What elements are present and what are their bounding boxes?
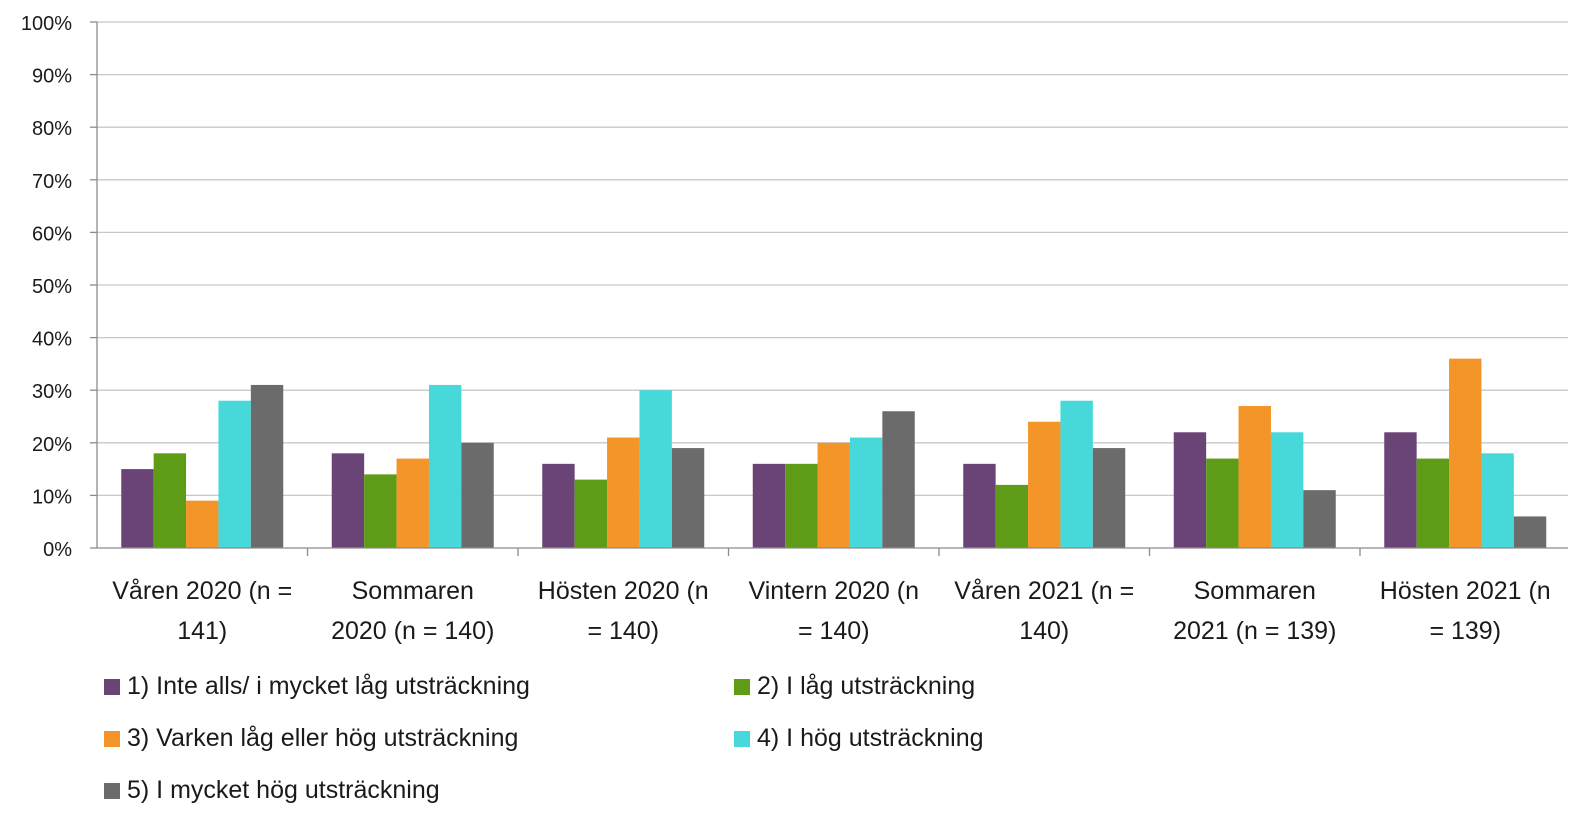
x-tick-label: = 140) <box>587 617 659 645</box>
y-tick-label: 100% <box>21 13 72 35</box>
bar-2-4 <box>785 463 818 548</box>
bar-4-3 <box>639 390 672 548</box>
bar-2-5 <box>995 484 1029 548</box>
x-tick-label: 2020 (n = 140) <box>331 617 494 645</box>
x-tick-label: Hösten 2021 (n <box>1380 577 1551 605</box>
x-tick-label: Hösten 2020 (n <box>538 577 709 605</box>
bar-5-7 <box>1513 516 1547 548</box>
x-tick-label: 2021 (n = 139) <box>1173 617 1336 645</box>
x-tick-label: 140) <box>1019 617 1069 645</box>
bar-3-3 <box>607 437 640 548</box>
bar-2-1 <box>153 453 187 548</box>
x-tick-label: Våren 2020 (n = <box>112 577 292 605</box>
y-tick-label: 70% <box>32 171 72 193</box>
y-tick-label: 0% <box>43 539 72 561</box>
bar-3-1 <box>186 500 219 548</box>
bar-4-2 <box>428 384 462 548</box>
bar-5-5 <box>1092 448 1126 548</box>
bar-1-2 <box>331 453 365 548</box>
y-tick-label: 20% <box>32 434 72 456</box>
x-tick-label: 141) <box>177 617 227 645</box>
bar-5-6 <box>1303 490 1336 548</box>
legend-swatch <box>104 782 120 799</box>
legend-label: 1) Inte alls/ i mycket låg utsträckning <box>127 672 530 700</box>
y-tick-label: 40% <box>32 329 72 351</box>
bar-5-1 <box>250 384 284 548</box>
legend-swatch <box>104 730 120 747</box>
legend-swatch <box>734 730 750 747</box>
bar-3-6 <box>1238 405 1271 548</box>
bar-1-3 <box>542 463 575 548</box>
y-tick-label: 80% <box>32 118 72 140</box>
axes <box>90 21 1568 556</box>
bar-3-7 <box>1449 358 1482 548</box>
bar-2-7 <box>1416 458 1450 548</box>
x-tick-label: = 139) <box>1429 617 1501 645</box>
bar-4-5 <box>1060 400 1093 548</box>
bar-5-3 <box>671 448 705 548</box>
bar-4-6 <box>1270 432 1304 548</box>
bar-3-4 <box>817 442 850 548</box>
bar-4-1 <box>218 400 251 548</box>
bars <box>121 358 1547 548</box>
bar-1-6 <box>1173 432 1207 548</box>
legend-label: 4) I hög utsträckning <box>757 724 984 752</box>
x-tick-label: = 140) <box>798 617 870 645</box>
bar-4-4 <box>849 437 883 548</box>
legend-label: 3) Varken låg eller hög utsträckning <box>127 724 519 752</box>
y-tick-label: 90% <box>32 66 72 88</box>
bar-2-2 <box>364 474 397 548</box>
x-tick-label: Vintern 2020 (n <box>749 577 920 605</box>
y-tick-label: 60% <box>32 223 72 245</box>
x-tick-label: Sommaren <box>1194 577 1316 605</box>
bar-3-5 <box>1028 421 1061 548</box>
legend-label: 2) I låg utsträckning <box>757 672 976 700</box>
bar-1-7 <box>1384 432 1417 548</box>
legend-item-5: 5) I mycket hög utsträckning <box>104 776 440 805</box>
y-tick-label: 30% <box>32 381 72 403</box>
y-tick-label: 10% <box>32 486 72 508</box>
bar-5-4 <box>882 411 915 548</box>
bar-2-6 <box>1206 458 1239 548</box>
y-tick-label: 50% <box>32 276 72 298</box>
x-axis-tick-labels: Våren 2020 (n = 141) Sommaren 2020 (n = 140… <box>112 577 1550 645</box>
legend-label: 5) I mycket hög utsträckning <box>127 776 440 804</box>
legend-item-2: 2) I låg utsträckning <box>734 672 975 701</box>
legend-swatch <box>104 678 120 695</box>
x-tick-label: Våren 2021 (n = <box>954 577 1134 605</box>
bar-1-1 <box>121 469 154 548</box>
bar-1-4 <box>752 463 786 548</box>
bar-4-7 <box>1481 453 1514 548</box>
bar-5-2 <box>461 442 494 548</box>
bar-3-2 <box>396 458 429 548</box>
bar-1-5 <box>963 463 996 548</box>
gridlines <box>97 21 1568 497</box>
legend-item-1: 1) Inte alls/ i mycket låg utsträckning <box>104 672 530 701</box>
bar-2-3 <box>574 479 608 548</box>
legend-swatch <box>734 678 750 695</box>
legend-item-3: 3) Varken låg eller hög utsträckning <box>104 724 518 753</box>
x-tick-label: Sommaren <box>352 577 474 605</box>
y-axis-tick-labels: 0% 10% 20% 30% 40% 50% 60% 70% 80% 90% 100% <box>21 13 72 561</box>
legend-item-4: 4) I hög utsträckning <box>734 724 984 753</box>
